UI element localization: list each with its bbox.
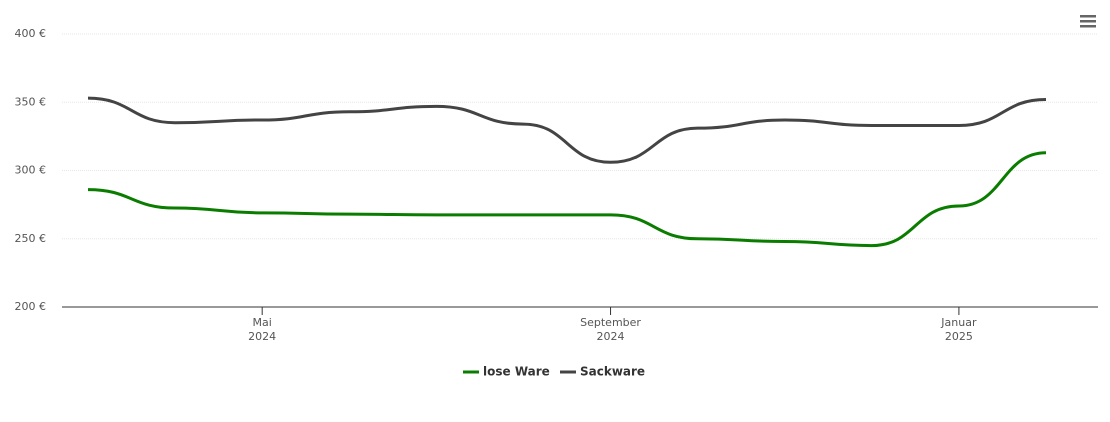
menu-bar [1080, 15, 1096, 18]
menu-button[interactable] [1080, 15, 1096, 28]
x-tick-label: Mai 2024 [248, 316, 276, 343]
series-line [87, 96, 1047, 164]
legend-label: lose Ware [483, 365, 550, 379]
series-line [87, 151, 1047, 248]
y-tick-label: 200 € [15, 300, 47, 313]
menu-bar [1080, 20, 1096, 23]
x-tick-label: Januar 2025 [940, 316, 977, 343]
legend-item[interactable]: lose Ware [463, 365, 550, 379]
x-tick-label: September 2024 [580, 316, 641, 343]
menu-bar [1080, 25, 1096, 28]
legend-item[interactable]: Sackware [560, 365, 645, 379]
y-tick-label: 300 € [15, 164, 47, 177]
y-tick-label: 350 € [15, 95, 47, 108]
y-tick-label: 400 € [15, 27, 47, 40]
legend-label: Sackware [580, 365, 645, 379]
y-tick-label: 250 € [15, 232, 47, 245]
